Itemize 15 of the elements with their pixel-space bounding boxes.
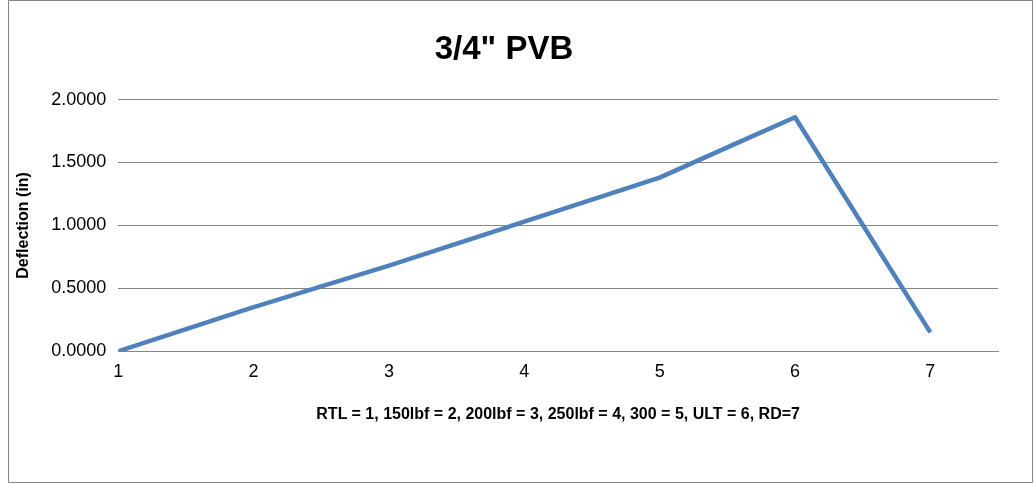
x-tick-label: 6 — [789, 360, 800, 381]
x-tick-label: 4 — [519, 360, 530, 381]
y-tick-label: 2.0000 — [51, 88, 107, 109]
y-tick-label: 1.0000 — [51, 214, 107, 235]
x-tick-label: 2 — [248, 360, 259, 381]
y-axis-title: Deflection (in) — [14, 172, 32, 279]
x-tick-label: 3 — [383, 360, 394, 381]
x-tick-label: 5 — [654, 360, 665, 381]
x-axis-title: RTL = 1, 150lbf = 2, 200lbf = 3, 250lbf = 4, 300 = 5, ULT = 6, RD=7 — [316, 404, 801, 422]
x-tick-label: 1 — [113, 360, 124, 381]
chart-title: 3/4" PVB — [434, 28, 574, 66]
y-tick-label: 0.5000 — [51, 277, 107, 298]
y-tick-label: 0.0000 — [51, 340, 107, 361]
y-tick-label: 1.5000 — [51, 151, 107, 172]
x-tick-label: 7 — [925, 360, 936, 381]
